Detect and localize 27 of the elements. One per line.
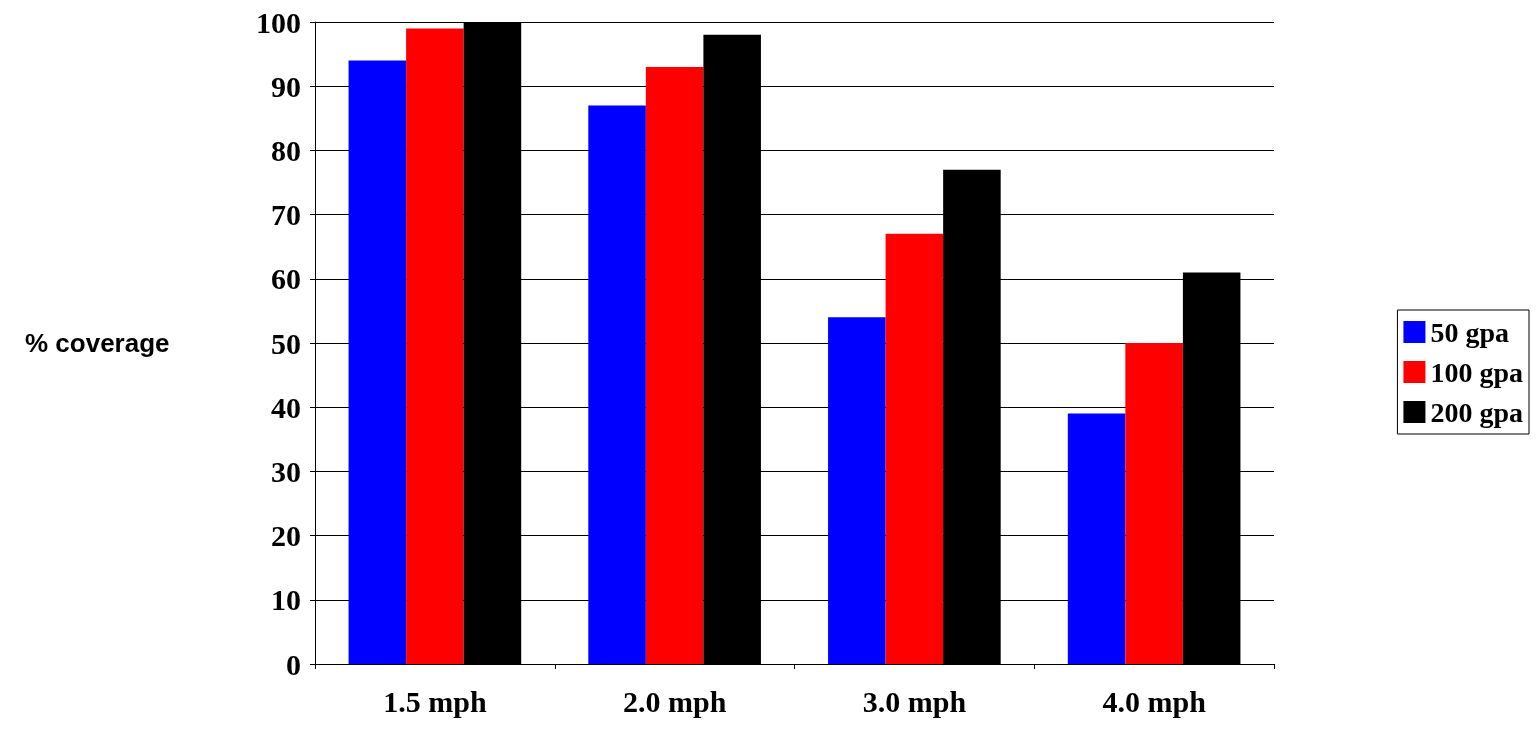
y-tick-label: 30 <box>271 454 301 488</box>
y-tick-label: 20 <box>271 519 301 553</box>
y-tick-label: 0 <box>286 647 301 681</box>
y-tick-label: 50 <box>271 326 301 360</box>
y-tick-label: 10 <box>271 583 301 617</box>
bar <box>828 317 886 664</box>
y-axis-title: % coverage <box>25 328 170 358</box>
y-tick-label: 60 <box>271 262 301 296</box>
y-tick-label: 90 <box>271 69 301 103</box>
legend-label: 100 gpa <box>1430 356 1524 388</box>
legend-label: 200 gpa <box>1430 396 1524 428</box>
bar <box>1125 343 1183 664</box>
y-tick-label: 80 <box>271 133 301 167</box>
x-tick-label: 3.0 mph <box>862 684 967 718</box>
bar <box>406 28 464 664</box>
bar <box>645 66 704 664</box>
legend-label: 50 gpa <box>1430 316 1510 348</box>
y-tick-label: 70 <box>271 198 301 232</box>
y-tick-label: 100 <box>256 5 301 39</box>
y-tick-label: 40 <box>271 390 301 424</box>
x-tick-label: 1.5 mph <box>383 684 487 718</box>
bar <box>1067 413 1126 664</box>
bar <box>348 60 407 664</box>
bar <box>885 233 944 664</box>
bar <box>588 105 646 664</box>
x-tick-label: 4.0 mph <box>1102 684 1207 718</box>
x-tick-label: 2.0 mph <box>622 684 727 718</box>
